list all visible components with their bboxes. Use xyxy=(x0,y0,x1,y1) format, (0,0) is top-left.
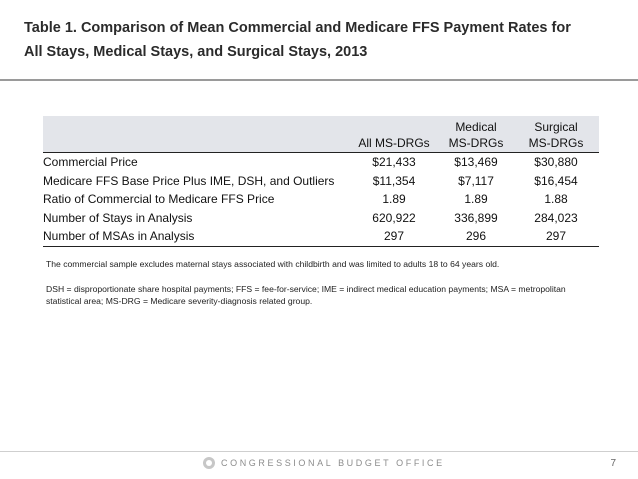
header-surgical-ms-drgs: Surgical MS-DRGs xyxy=(513,116,599,153)
cell-all: 297 xyxy=(349,227,439,247)
cell-surgical: $16,454 xyxy=(534,173,578,188)
table-row: Number of Stays in Analysis 620,922 336,… xyxy=(43,209,599,228)
row-label: Commercial Price xyxy=(43,155,138,169)
header-medical-line2: MS-DRGs xyxy=(448,136,504,150)
cell-surgical: 1.88 xyxy=(544,192,568,207)
header-medical-ms-drgs: Medical MS-DRGs xyxy=(439,116,513,153)
cell-surgical: $30,880 xyxy=(534,155,578,169)
sample-note: The commercial sample excludes maternal … xyxy=(46,259,500,269)
cell-surgical: 297 xyxy=(513,227,599,247)
organization-name: CONGRESSIONAL BUDGET OFFICE xyxy=(221,458,445,468)
page-number: 7 xyxy=(610,458,616,469)
table-row: Number of MSAs in Analysis 297 296 297 xyxy=(43,227,599,247)
row-label: Medicare FFS Base Price Plus IME, DSH, a… xyxy=(43,173,335,188)
table-row: Ratio of Commercial to Medicare FFS Pric… xyxy=(43,190,599,209)
title-divider xyxy=(0,79,638,81)
cbo-logo-icon xyxy=(203,457,215,469)
row-label: Number of Stays in Analysis xyxy=(43,210,193,225)
header-all-text: All MS-DRGs xyxy=(358,136,430,150)
cell-all: 1.89 xyxy=(382,192,406,207)
cell-surgical: 284,023 xyxy=(534,210,578,225)
table-row: Commercial Price $21,433 $13,469 $30,880 xyxy=(43,153,599,172)
cell-all: $21,433 xyxy=(372,155,416,169)
header-medical-line1: Medical xyxy=(455,120,497,134)
header-all-ms-drgs: All MS-DRGs xyxy=(349,116,439,153)
table-header-row: All MS-DRGs Medical MS-DRGs Surgical MS-DR… xyxy=(43,116,599,153)
row-label: Ratio of Commercial to Medicare FFS Pric… xyxy=(43,192,275,207)
cell-medical: $13,469 xyxy=(454,155,498,169)
cell-all: 620,922 xyxy=(372,210,416,225)
comparison-table: All MS-DRGs Medical MS-DRGs Surgical MS-DR… xyxy=(43,116,599,247)
header-surgical-line2: MS-DRGs xyxy=(528,136,584,150)
cell-medical: 336,899 xyxy=(454,210,498,225)
cell-medical: $7,117 xyxy=(458,173,494,188)
cell-medical: 296 xyxy=(439,227,513,247)
cell-all: $11,354 xyxy=(372,173,416,188)
slide-title: Table 1. Comparison of Mean Commercial a… xyxy=(24,20,571,60)
abbreviations-note: DSH = disproportionate share hospital pa… xyxy=(46,284,566,306)
row-label: Number of MSAs in Analysis xyxy=(43,227,349,247)
footer-divider xyxy=(0,451,638,452)
footer: CONGRESSIONAL BUDGET OFFICE 7 xyxy=(0,457,638,473)
header-label-blank xyxy=(43,116,349,153)
header-surgical-line1: Surgical xyxy=(534,120,578,134)
cell-medical: 1.89 xyxy=(464,192,488,207)
table-row: Medicare FFS Base Price Plus IME, DSH, a… xyxy=(43,172,599,191)
